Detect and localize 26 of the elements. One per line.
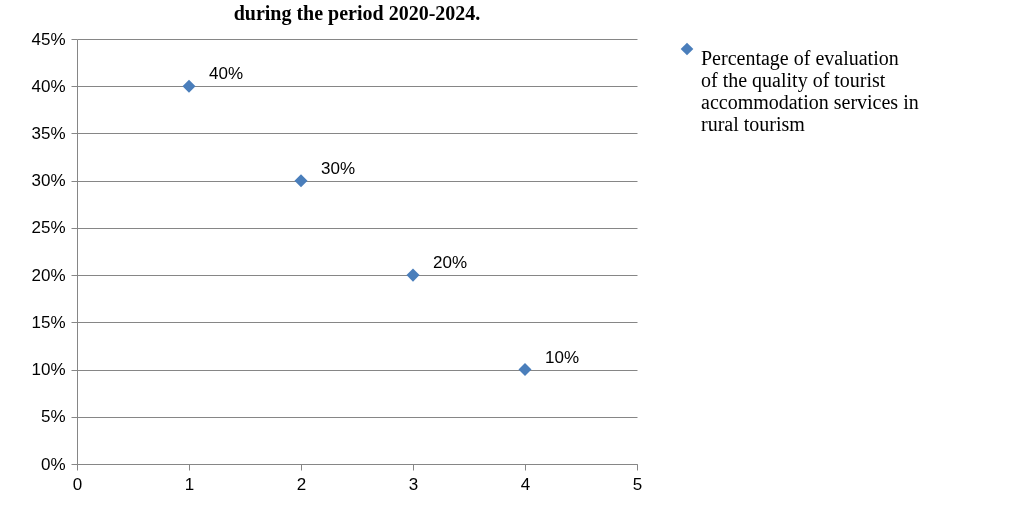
y-tick-label: 35% [31,123,66,143]
point [406,268,420,282]
x-tick-label: 4 [520,474,531,494]
legend-label: Percentage of evaluation of the quality of tourist accommodation services in rural tourism [701,47,919,135]
x-tick-label: 0 [72,474,83,494]
y-tick-label: 25% [31,218,66,238]
x-tick-label: 1 [184,474,195,494]
x-tick-label: 5 [632,474,643,494]
data-label: 40% [209,64,244,84]
y-tick-label: 20% [31,265,66,285]
point [518,363,532,377]
x-tick-label: 3 [408,474,419,494]
y-tick-label: 0% [40,454,66,474]
y-tick-label: 30% [31,171,66,191]
y-tick-label: 15% [31,312,66,332]
x-tick-label: 2 [296,474,307,494]
y-tick-label: 45% [31,29,66,49]
data-label: 10% [545,347,580,367]
point [182,79,196,93]
data-label: 20% [433,253,468,273]
y-tick-label: 40% [31,76,66,96]
point [294,174,308,188]
chart-title: during the period 2020-2024. [233,2,481,25]
data-label: 30% [321,158,356,178]
y-tick-label: 10% [31,360,66,380]
y-tick-label: 5% [40,407,66,427]
